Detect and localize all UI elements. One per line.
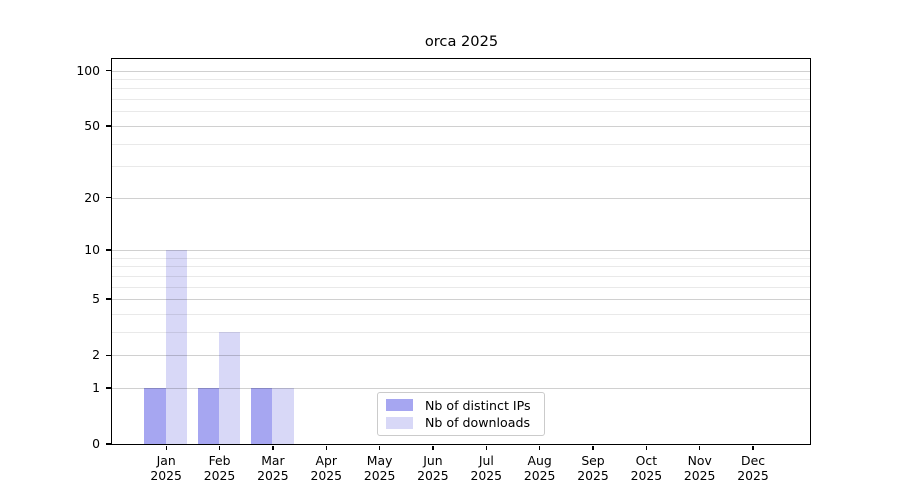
x-tick-label-dec: Dec 2025 [737, 453, 769, 483]
gridline-major [112, 355, 810, 357]
y-tick-label: 100 [76, 62, 100, 78]
gridline-minor [112, 79, 810, 81]
gridline-minor [112, 286, 810, 288]
y-tick [106, 70, 111, 72]
y-tick-label: 1 [92, 379, 100, 395]
bar-downloads-feb [219, 331, 241, 444]
gridline-minor [112, 331, 810, 333]
x-tick-label-oct: Oct 2025 [630, 453, 663, 483]
gridline-minor [112, 266, 810, 268]
bar-distinct-ips-mar [251, 387, 273, 444]
bar-downloads-mar [272, 387, 294, 444]
x-tick [432, 445, 434, 450]
x-tick-label-jul: Jul 2025 [470, 453, 503, 483]
y-tick [106, 125, 111, 127]
x-tick-label-jan: Jan 2025 [150, 453, 182, 483]
x-tick-label-nov: Nov 2025 [683, 453, 716, 483]
x-tick [699, 445, 701, 450]
y-tick-label: 50 [84, 117, 100, 133]
plot-area: 0 1 2 5 10 20 50 100 Jan 2025 Feb 2025 Mar 2025 Apr 202… [76, 58, 811, 483]
gridline-minor [112, 313, 810, 315]
x-tick-label-may: May 2025 [363, 453, 396, 483]
gridline-major [112, 250, 810, 251]
legend: Nb of distinct IPs Nb of downloads [377, 392, 545, 436]
y-tick-label: 0 [92, 436, 100, 451]
y-tick [106, 354, 111, 356]
chart-title: orca 2025 [424, 33, 499, 50]
x-tick [379, 445, 381, 450]
x-tick [645, 445, 648, 450]
x-tick-label-jun: Jun 2025 [417, 453, 449, 483]
gridline-minor [112, 257, 810, 259]
legend-item-distinct-ips: Nb of distinct IPs [386, 398, 544, 413]
y-tick [106, 249, 111, 251]
x-tick-label-feb: Feb 2025 [203, 453, 236, 483]
x-tick-label-mar: Mar 2025 [257, 453, 289, 483]
gridline-major [112, 70, 810, 72]
x-tick [165, 445, 167, 450]
legend-label-downloads: Nb of downloads [425, 415, 531, 431]
gridline-major [112, 125, 810, 127]
x-tick-label-sep: Sep 2025 [577, 453, 609, 483]
y-tick-label: 20 [84, 189, 100, 205]
legend-label-distinct-ips: Nb of distinct IPs [425, 397, 531, 413]
gridline-minor [112, 88, 810, 90]
x-tick [592, 445, 594, 450]
x-tick [272, 445, 274, 450]
gridline-major [112, 197, 810, 199]
x-tick-label-apr: Apr 2025 [310, 453, 343, 483]
y-tick-label: 2 [92, 347, 100, 363]
gridline-minor [112, 166, 810, 168]
x-tick [325, 445, 327, 450]
y-tick [106, 197, 111, 199]
gridline-minor [112, 99, 810, 101]
legend-swatch-distinct-ips [386, 399, 413, 411]
gridline-minor [112, 111, 810, 113]
y-tick-label: 5 [92, 291, 100, 307]
gridline-major [112, 299, 810, 301]
x-tick [218, 445, 221, 450]
y-tick [106, 298, 111, 300]
y-tick-label: 10 [84, 242, 100, 257]
legend-swatch-downloads [386, 417, 413, 429]
legend-item-downloads: Nb of downloads [386, 415, 544, 430]
x-tick [485, 445, 487, 450]
x-tick [752, 445, 754, 450]
y-tick [106, 387, 111, 389]
bar-downloads-jan [165, 250, 188, 444]
x-tick-label-aug: Aug 2025 [523, 453, 556, 483]
gridline-minor [112, 143, 810, 145]
y-tick [106, 443, 111, 445]
bar-distinct-ips-jan [144, 387, 166, 444]
gridline-minor [112, 275, 810, 277]
bar-distinct-ips-feb [197, 387, 220, 444]
x-tick [539, 445, 541, 450]
